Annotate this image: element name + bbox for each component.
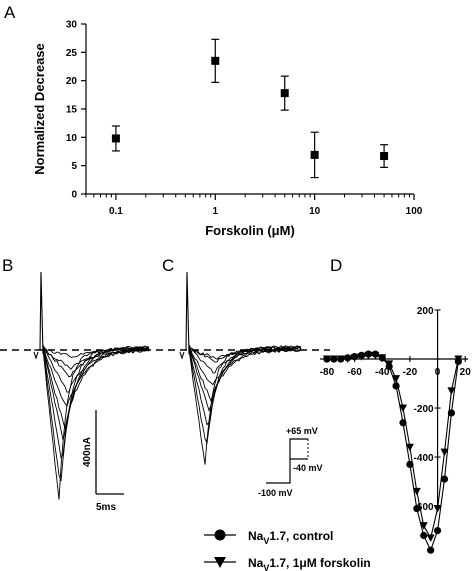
data-point	[380, 152, 389, 161]
y-tick-label: 20	[66, 76, 78, 87]
iv-point-triangle	[405, 443, 414, 452]
data-point	[310, 150, 319, 159]
current-trace	[188, 347, 302, 386]
current-trace	[188, 348, 302, 465]
panel-b-traces	[33, 271, 150, 500]
iv-point-triangle	[419, 522, 428, 530]
x-tick-label: -80	[320, 367, 335, 378]
current-trace	[42, 346, 150, 393]
data-point	[280, 89, 289, 98]
protocol-hold: -100 mV	[258, 488, 293, 498]
iv-curve	[326, 353, 459, 552]
current-trace	[42, 347, 150, 358]
panel-d-lines	[322, 350, 463, 554]
legend-triangle-marker	[214, 557, 226, 568]
iv-point-triangle	[336, 355, 345, 364]
iv-point-triangle	[322, 355, 331, 364]
iv-point-triangle	[447, 387, 456, 395]
current-trace	[188, 344, 302, 363]
iv-point-circle	[413, 504, 421, 513]
iv-point-triangle	[371, 351, 380, 360]
iv-point-triangle	[343, 355, 352, 364]
current-trace	[188, 346, 302, 445]
x-tick-label: -20	[403, 367, 418, 378]
iv-point-circle	[420, 531, 428, 540]
x-tick-label: 20	[460, 367, 472, 378]
legend-item-forskolin: NaV1.7, 1μM forskolin	[248, 556, 371, 571]
y-tick-label: -400	[414, 453, 434, 464]
scale-bar-time: 5ms	[96, 502, 116, 513]
iv-point-triangle	[357, 353, 366, 361]
y-tick-label: 30	[66, 20, 78, 31]
legend-item-control: NaV1.7, control	[248, 529, 333, 546]
x-tick-label: 0	[435, 367, 441, 378]
y-tick-label: 0	[71, 190, 77, 201]
iv-point-triangle	[329, 355, 338, 364]
panel-label-c: C	[162, 256, 174, 275]
scale-bar-current: 400nA	[82, 437, 93, 467]
iv-point-triangle	[392, 375, 401, 383]
panel-a-ticks: 0 5 10 15 20 25 30 0.1 1 10 100	[66, 20, 423, 218]
iv-point-triangle	[433, 505, 442, 513]
scale-bar: 400nA 5ms	[82, 410, 124, 513]
capacitive-artifact	[180, 271, 192, 355]
iv-point-triangle	[350, 354, 359, 362]
panel-a-points	[111, 38, 389, 179]
capacitive-artifact	[34, 271, 46, 355]
iv-point-triangle	[385, 360, 394, 368]
panel-a-x-title: Forskolin (μM)	[205, 223, 295, 238]
iv-point-triangle	[378, 354, 387, 362]
current-trace	[42, 347, 150, 408]
iv-point-triangle	[398, 404, 407, 413]
x-tick-label: -60	[347, 367, 362, 378]
iv-point-circle	[433, 526, 442, 535]
current-trace	[188, 345, 302, 426]
y-tick-label: 15	[66, 105, 78, 116]
protocol-top: +65 mV	[286, 426, 318, 436]
legend-circle-marker	[214, 529, 226, 541]
data-point	[111, 134, 120, 143]
x-tick-label: 10	[309, 206, 321, 217]
y-tick-label: -200	[414, 404, 434, 415]
x-tick-label: 100	[406, 206, 423, 217]
iv-point-circle	[440, 475, 449, 483]
panel-label-b: B	[2, 256, 13, 275]
y-tick-label: -600	[414, 502, 434, 513]
iv-point-triangle	[426, 534, 435, 542]
iv-point-circle	[406, 460, 414, 469]
x-tick-label: 1	[212, 206, 218, 217]
iv-point-triangle	[454, 355, 463, 364]
panel-a-chart: 0 5 10 15 20 25 30 0.1 1 10 100 Forskolin (μM) Nor…	[32, 20, 423, 239]
x-tick-label: 0.1	[109, 206, 123, 217]
artifact-notch	[179, 351, 185, 360]
iv-point-triangle	[412, 487, 421, 496]
panel-c-traces	[179, 271, 302, 465]
y-tick-label: 5	[71, 161, 77, 172]
panel-label-d: D	[330, 256, 342, 275]
voltage-protocol: +65 mV -40 mV -100 mV	[258, 426, 323, 498]
current-trace	[42, 349, 150, 370]
legend: NaV1.7, control NaV1.7, 1μM forskolin	[204, 529, 371, 571]
panel-label-a: A	[4, 3, 16, 22]
x-tick-label: -40	[375, 367, 390, 378]
artifact-notch	[33, 351, 39, 360]
protocol-mid: -40 mV	[293, 463, 323, 473]
iv-point-triangle	[364, 351, 373, 360]
y-tick-label: 25	[66, 48, 78, 59]
data-point	[211, 56, 220, 65]
iv-point-triangle	[440, 448, 449, 457]
panel-a-y-title: Normalized Decrease	[32, 43, 47, 175]
iv-point-circle	[427, 546, 435, 554]
y-tick-label: 200	[417, 306, 434, 317]
y-tick-label: 10	[66, 133, 78, 144]
